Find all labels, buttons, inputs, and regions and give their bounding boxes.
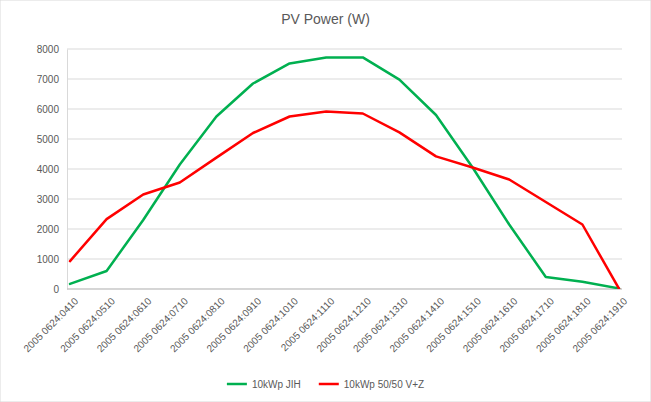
y-tick: 3000 [37,194,67,205]
y-tick-label: 0 [53,284,59,295]
y-tick: 6000 [37,104,67,115]
grid-line [67,109,622,110]
y-tick: 0 [53,284,67,295]
x-tick: 2005 0624:1910 [570,289,629,354]
y-tick: 1000 [37,254,67,265]
legend: 10kWp JIH 10kWp 50/50 V+Z [227,379,424,390]
y-tick-label: 3000 [37,194,60,205]
y-axis: 0 1000 2000 3000 4000 5000 6000 7000 8000 [37,44,68,295]
y-tick-label: 2000 [37,224,60,235]
grid-line [67,49,622,50]
y-tick-label: 5000 [37,134,60,145]
y-tick-label: 7000 [37,74,60,85]
y-tick: 2000 [37,224,67,235]
legend-item: 10kWp 50/50 V+Z [319,379,424,390]
grid-line [67,169,622,170]
x-axis-line [67,289,622,290]
chart: 0 1000 2000 3000 4000 5000 6000 7000 8000 2005 06… [0,0,651,402]
grid-line [67,259,622,260]
legend-swatch [319,383,339,386]
x-tick-label: 2005 0624:1910 [570,295,629,354]
grid [67,49,622,289]
title: PV Power (W) [281,11,370,27]
y-tick: 7000 [37,74,67,85]
grid-line [67,289,622,290]
grid-line [67,229,622,230]
legend-swatch [227,383,247,386]
grid-line [67,79,622,80]
y-tick-label: 6000 [37,104,60,115]
x-axis: 2005 0624:04102005 0624:05102005 0624:06… [21,289,629,354]
y-tick-label: 1000 [37,254,60,265]
legend-label: 10kWp JIH [252,379,301,390]
y-tick: 4000 [37,164,67,175]
background [0,0,651,402]
legend-label: 10kWp 50/50 V+Z [344,379,424,390]
plot-area [70,57,619,288]
legend-item: 10kWp JIH [227,379,301,390]
y-tick-label: 8000 [37,44,60,55]
series-line [70,57,619,288]
series-line [70,111,619,288]
grid-line [67,139,622,140]
y-axis-line [67,50,68,290]
y-tick: 5000 [37,134,67,145]
y-tick: 8000 [37,44,67,55]
y-tick-label: 4000 [37,164,60,175]
